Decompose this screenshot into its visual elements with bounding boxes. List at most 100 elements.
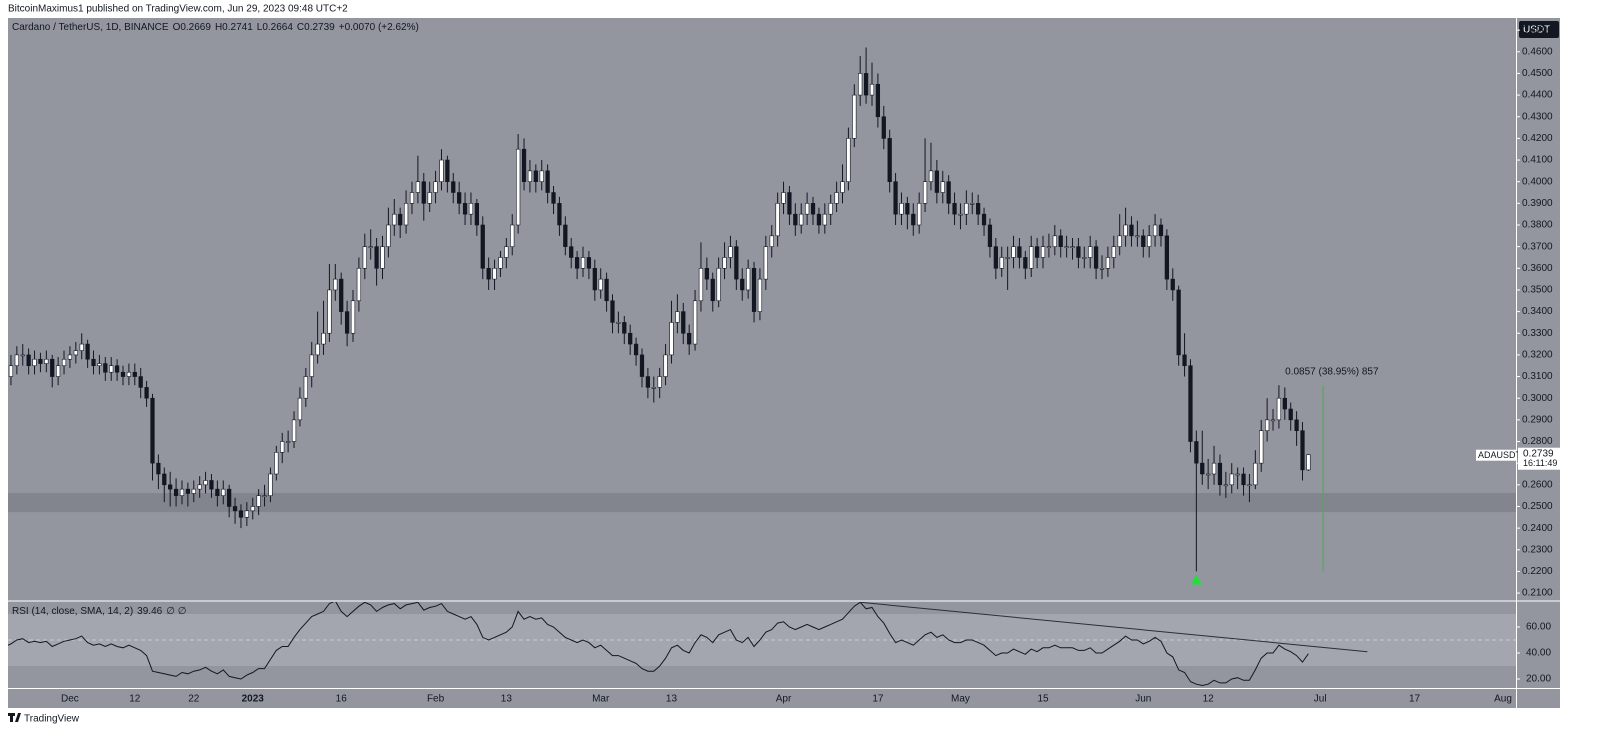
candle-body [1011, 246, 1016, 258]
candle-body [940, 181, 945, 193]
candle-body [710, 278, 715, 302]
candle-body [256, 495, 261, 507]
candle-body [492, 267, 497, 280]
candle-body [462, 203, 468, 215]
candle-body [203, 480, 208, 486]
ohlc-value: 0.2741 [222, 22, 253, 33]
candle-body [114, 365, 120, 373]
candle-body [109, 365, 114, 373]
change: +0.0070 (+2.62%) [338, 22, 419, 33]
y-tick-label: 0.3900 [1522, 198, 1553, 209]
rsi-line [8, 602, 1309, 687]
candle-body [981, 213, 987, 226]
candle-body [592, 267, 597, 291]
y-tick-label: 0.4600 [1522, 46, 1553, 57]
candle-body [1217, 462, 1223, 486]
candle-body [486, 267, 491, 280]
publisher: BitcoinMaximus1 published on TradingView… [8, 4, 348, 15]
candle-body [244, 510, 249, 518]
plot-area [8, 602, 1516, 687]
candle-body [79, 343, 84, 351]
candle-body [386, 224, 391, 247]
candle-body [32, 358, 37, 367]
candle-body [291, 419, 297, 442]
candle-body [875, 83, 881, 118]
candle-body [1046, 246, 1052, 248]
candle-body [173, 488, 179, 496]
candle-body [852, 94, 857, 139]
candle-body [893, 181, 898, 215]
ohlc-label: C [296, 22, 305, 33]
candle-body [1206, 473, 1211, 476]
y-tick-label: 0.3200 [1522, 350, 1553, 361]
candle-body [964, 203, 969, 215]
candle-body [250, 506, 255, 512]
candle-body [91, 358, 96, 367]
candle-body [881, 116, 886, 139]
x-tick-label: Aug [1494, 694, 1512, 705]
candle-body [3, 377, 7, 388]
candle-body [763, 246, 768, 280]
candle-body [775, 203, 780, 237]
signal-marker [1190, 575, 1203, 585]
candle-body [61, 358, 67, 367]
candle-body [38, 358, 43, 364]
candle-body [451, 181, 456, 193]
candle-body [120, 371, 126, 377]
candle-body [1270, 419, 1276, 422]
candle-body [1093, 246, 1099, 269]
candle-body [162, 473, 167, 486]
candle-body [1064, 246, 1069, 248]
rsi-suffix: ∅ ∅ [166, 606, 187, 617]
candle-body [527, 170, 533, 182]
candle-body [344, 311, 350, 334]
candle-body [232, 506, 238, 512]
y-tick-label: 0.3500 [1522, 285, 1553, 296]
candle-body [427, 192, 432, 204]
candle-body [221, 488, 226, 496]
candle-body [810, 203, 816, 215]
candle-body [928, 170, 934, 182]
candle-body [628, 332, 633, 345]
candle-body [1076, 246, 1081, 258]
candle-body [374, 246, 379, 269]
candle-body [799, 213, 804, 226]
y-tick-label: 0.4500 [1522, 68, 1553, 79]
candle-body [563, 224, 568, 247]
candle-body [156, 462, 161, 475]
candle-body [751, 267, 757, 312]
candle-body [1288, 408, 1293, 421]
candle-body [722, 257, 727, 269]
candle-body [1088, 246, 1093, 258]
x-tick-label: 16 [336, 694, 348, 705]
candle-body [970, 203, 975, 205]
candle-body [651, 387, 656, 389]
candle-body [14, 354, 19, 367]
candle-body [297, 397, 303, 421]
candle-body [415, 181, 421, 193]
y-tick-label: 0.2400 [1522, 523, 1553, 534]
candle-body [439, 159, 444, 182]
candle-body [1117, 235, 1122, 247]
candle-body [1123, 224, 1128, 237]
x-tick-label: 13 [501, 694, 513, 705]
x-tick-label: 12 [1203, 694, 1215, 705]
y-tick-label: 0.4100 [1522, 155, 1553, 166]
candle-body [1070, 246, 1075, 248]
candle-body [327, 289, 332, 334]
candle-body [73, 350, 78, 356]
candle-body [1170, 278, 1175, 291]
x-tick-label: Jun [1135, 694, 1151, 705]
candle-body [692, 300, 698, 345]
candle-body [191, 488, 196, 494]
candle-body [97, 363, 102, 367]
y-tick-label: 0.4000 [1522, 176, 1553, 187]
candle-body [1052, 235, 1057, 247]
candle-body [1029, 246, 1034, 269]
candle-body [1259, 430, 1264, 464]
y-tick-label: 0.3800 [1522, 220, 1553, 231]
candle-body [1188, 365, 1193, 442]
candle-body [409, 192, 415, 204]
candle-body [480, 224, 485, 269]
